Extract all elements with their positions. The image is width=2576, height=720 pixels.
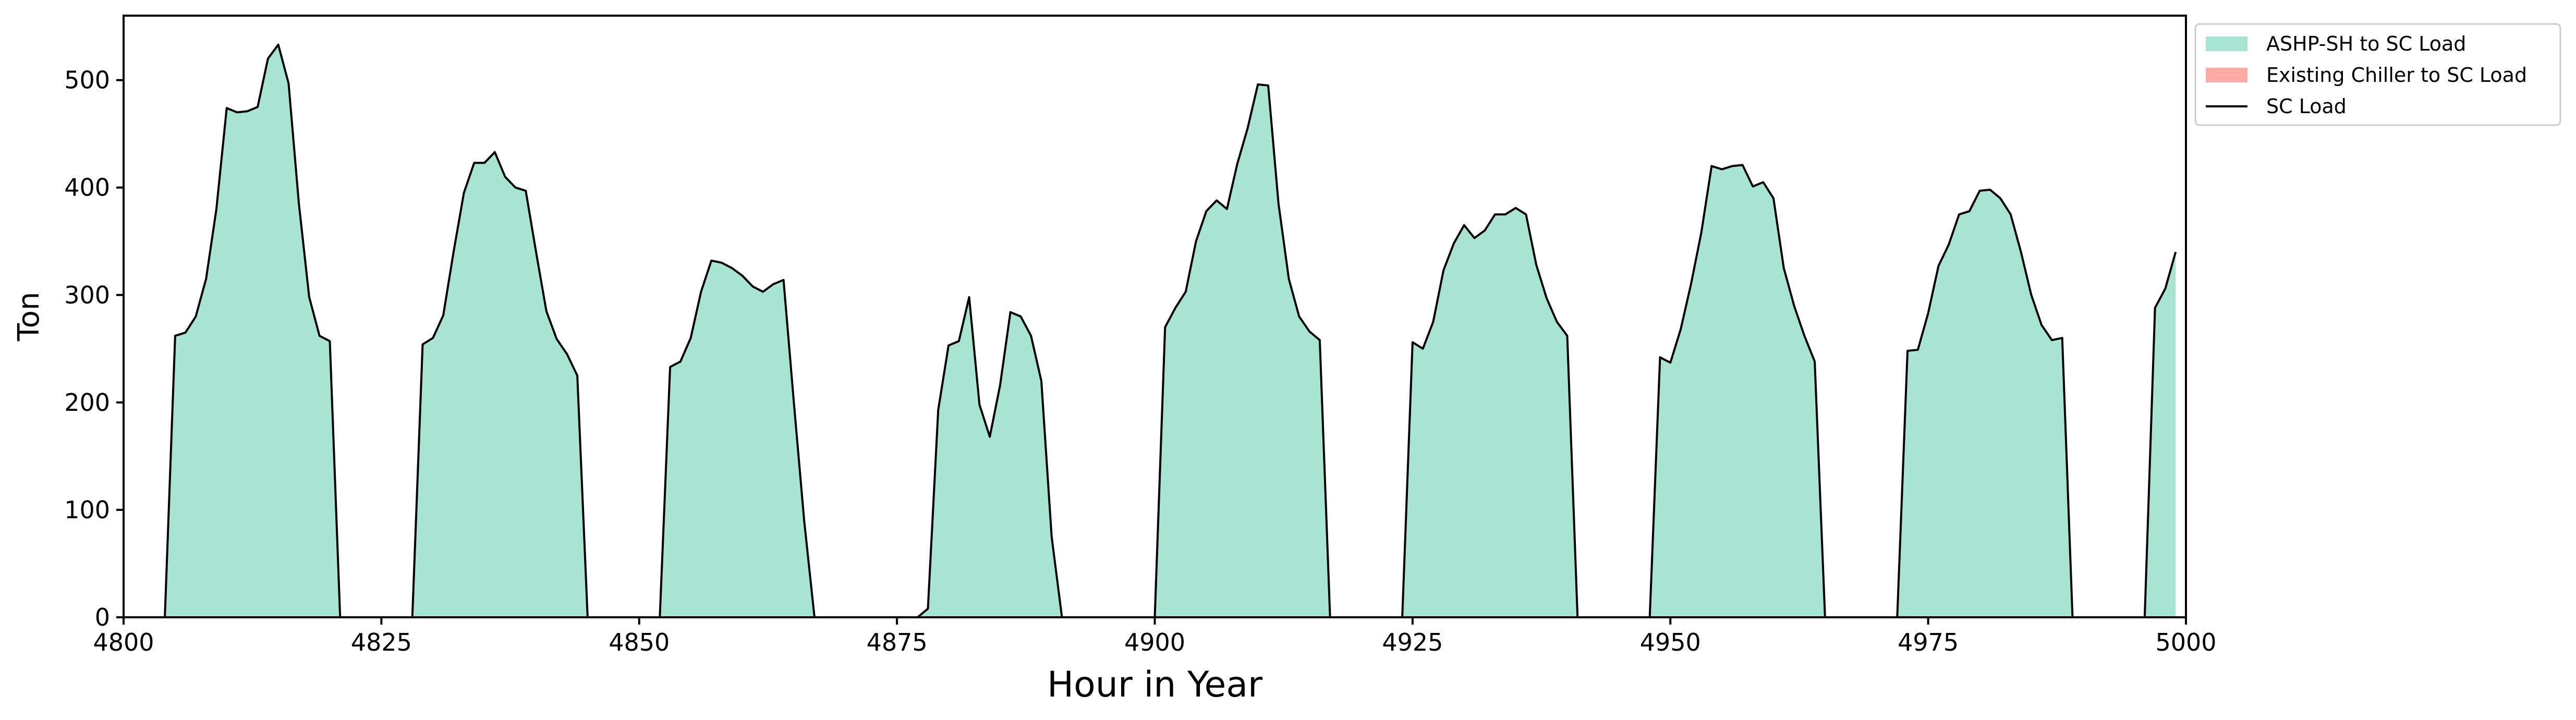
x-tick-label: 4850: [609, 628, 670, 656]
legend-label-existing-chiller: Existing Chiller to SC Load: [2266, 64, 2527, 87]
x-tick-label: 4925: [1382, 628, 1443, 656]
x-axis: 4800 4825 4850 4875 4900 4925 4950 4975 5000: [93, 617, 2217, 656]
legend-swatch-existing-chiller: [2206, 68, 2247, 82]
y-axis-label: Ton: [12, 292, 46, 341]
plot-area: [123, 15, 2187, 618]
legend-label-sc-load: SC Load: [2266, 95, 2347, 118]
y-tick-label: 300: [64, 281, 110, 309]
x-tick-label: 4975: [1898, 628, 1959, 656]
x-tick-label: 4800: [93, 628, 154, 656]
area-series-group: [124, 44, 2176, 617]
legend: ASHP-SH to SC Load Existing Chiller to S…: [2194, 23, 2561, 126]
y-tick-label: 500: [64, 66, 110, 94]
x-tick-label: 4825: [351, 628, 412, 656]
x-tick-label: 4875: [867, 628, 928, 656]
legend-label-ashp: ASHP-SH to SC Load: [2266, 32, 2466, 55]
x-tick-label: 4900: [1124, 628, 1185, 656]
x-axis-label: Hour in Year: [1047, 664, 1262, 705]
y-tick-label: 200: [64, 388, 110, 417]
y-tick-label: 400: [64, 174, 110, 202]
area-ashp-sh-to-sc-load: [124, 44, 2176, 617]
y-tick-label: 100: [64, 496, 110, 524]
x-tick-label: 4950: [1640, 628, 1701, 656]
y-tick-label: 0: [95, 603, 110, 631]
x-tick-label: 5000: [2155, 628, 2216, 656]
y-axis: 0 100 200 300 400 500: [64, 66, 124, 631]
legend-swatch-ashp: [2206, 36, 2247, 51]
legend-box: [2194, 23, 2561, 126]
